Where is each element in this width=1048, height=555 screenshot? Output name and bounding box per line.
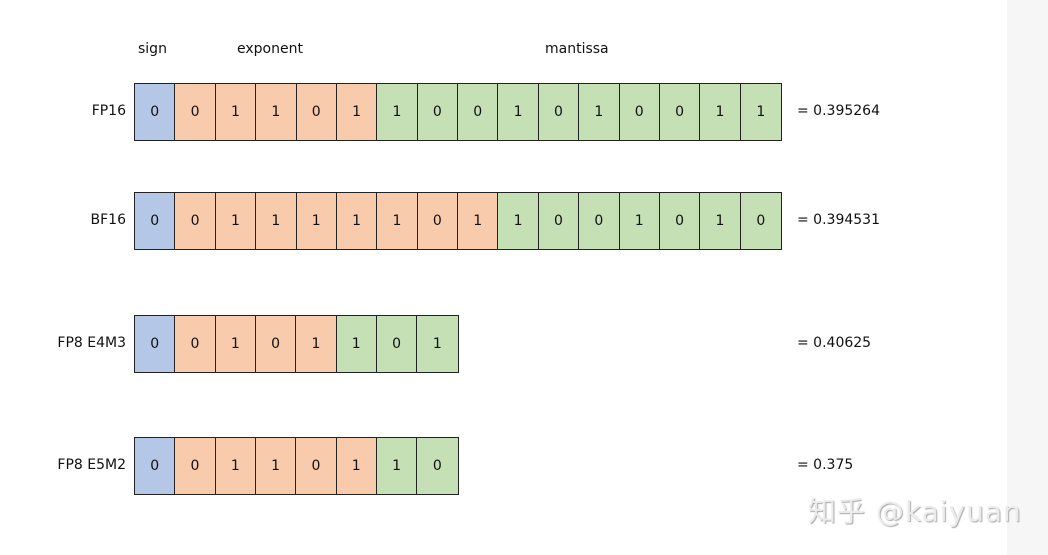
exponent-bit: 0: [296, 84, 337, 140]
mantissa-bit: 0: [417, 438, 458, 494]
exponent-bit: 1: [336, 438, 377, 494]
row-label: FP8 E5M2: [57, 457, 126, 473]
mantissa-bit: 0: [619, 84, 660, 140]
mantissa-bit: 1: [579, 84, 620, 140]
header-exponent: exponent: [237, 41, 303, 57]
mantissa-bit: 0: [579, 193, 620, 249]
row-label: FP8 E4M3: [57, 335, 126, 351]
exponent-bit: 1: [215, 316, 256, 372]
exponent-bit: 1: [336, 84, 378, 140]
row-value: = 0.395264: [797, 103, 880, 119]
header-sign: sign: [138, 41, 167, 57]
mantissa-bit: 0: [659, 193, 701, 249]
exponent-bit: 0: [255, 316, 297, 372]
mantissa-bit: 1: [740, 84, 781, 140]
exponent-bit: 1: [256, 84, 297, 140]
header-mantissa: mantissa: [545, 41, 609, 57]
exponent-bit: 0: [175, 316, 216, 372]
exponent-bit: 1: [336, 193, 378, 249]
row-value: = 0.40625: [797, 335, 872, 351]
mantissa-bit: 0: [417, 84, 458, 140]
row-label: BF16: [90, 212, 126, 228]
mantissa-bit: 0: [659, 84, 701, 140]
sign-bit: 0: [135, 438, 176, 494]
exponent-bit: 1: [256, 193, 297, 249]
mantissa-bit: 1: [376, 438, 418, 494]
row-value: = 0.394531: [797, 212, 880, 228]
mantissa-bit: 0: [458, 84, 499, 140]
exponent-bit: 1: [377, 193, 418, 249]
exponent-bit: 1: [296, 316, 337, 372]
mantissa-bit: 1: [619, 193, 660, 249]
exponent-bit: 1: [215, 193, 257, 249]
mantissa-bit: 0: [740, 193, 781, 249]
exponent-bit: 0: [175, 193, 216, 249]
exponent-bit: 1: [215, 438, 256, 494]
mantissa-bit: 1: [336, 316, 377, 372]
mantissa-bit: 1: [498, 193, 539, 249]
exponent-bit: 0: [175, 84, 216, 140]
sign-bit: 0: [135, 84, 176, 140]
row-value: = 0.375: [797, 457, 854, 473]
sign-bit: 0: [135, 316, 176, 372]
exponent-bit: 0: [296, 438, 337, 494]
mantissa-bit: 0: [538, 84, 580, 140]
watermark: 知乎 @kaiyuan: [808, 495, 1022, 528]
exponent-bit: 1: [296, 193, 337, 249]
sign-bit: 0: [135, 193, 176, 249]
mantissa-bit: 1: [700, 84, 741, 140]
mantissa-bit: 0: [538, 193, 580, 249]
mantissa-bit: 1: [498, 84, 539, 140]
mantissa-bit: 1: [417, 316, 458, 372]
mantissa-bit: 1: [377, 84, 418, 140]
exponent-bit: 1: [215, 84, 257, 140]
exponent-bit: 0: [175, 438, 216, 494]
exponent-bit: 0: [417, 193, 458, 249]
exponent-bit: 1: [458, 193, 499, 249]
exponent-bit: 1: [255, 438, 297, 494]
mantissa-bit: 1: [700, 193, 741, 249]
mantissa-bit: 0: [376, 316, 418, 372]
row-label: FP16: [91, 103, 126, 119]
side-strip: [1007, 0, 1048, 555]
